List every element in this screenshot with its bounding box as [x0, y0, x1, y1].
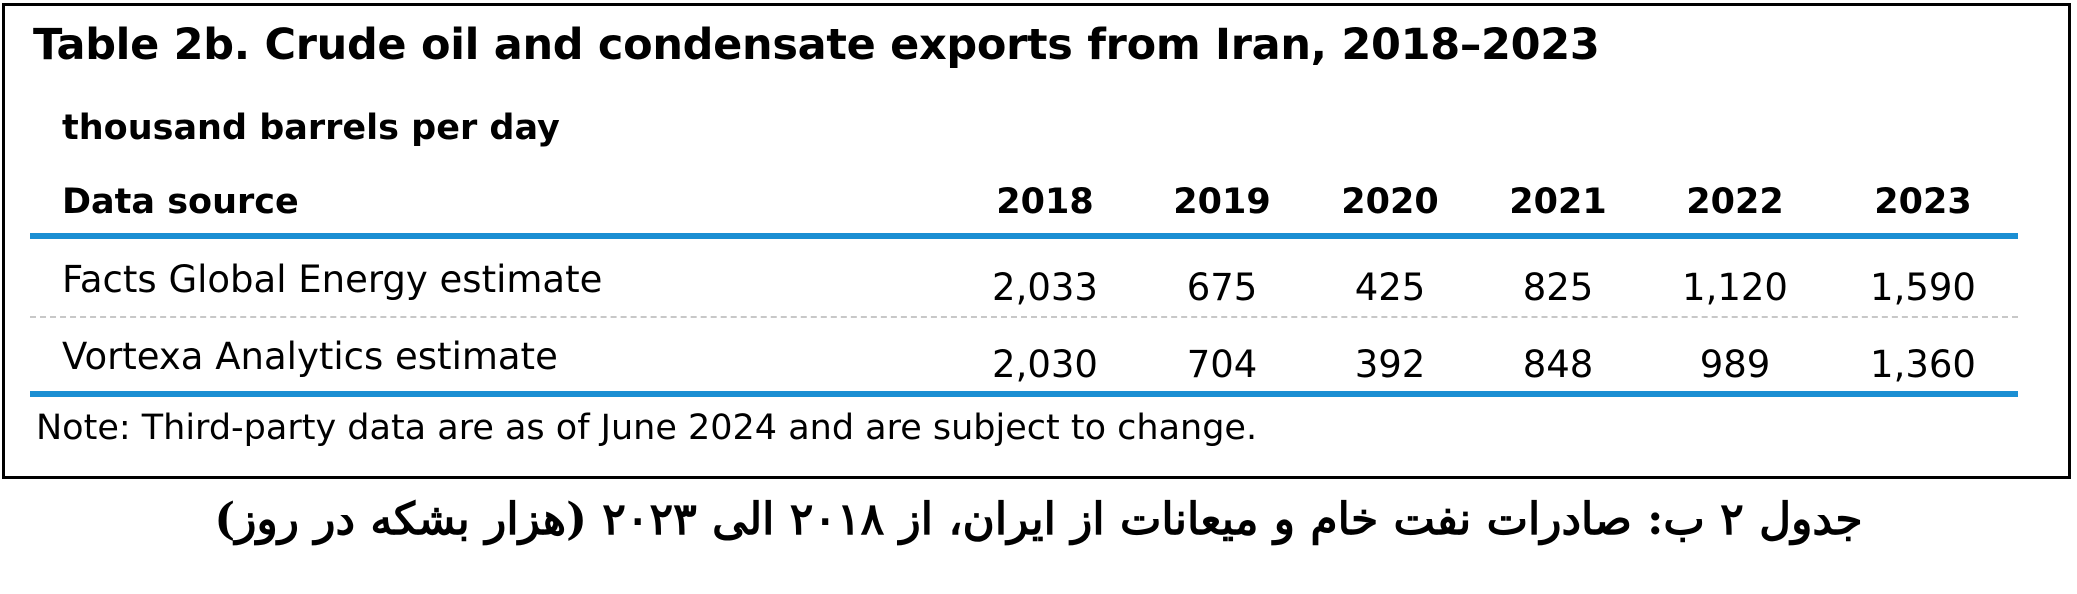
table-cell: 1,360 — [1870, 343, 1976, 386]
data-source-header: Data source — [62, 182, 299, 222]
table-frame — [2, 3, 2071, 479]
row-divider — [30, 316, 2018, 318]
year-header-2022: 2022 — [1686, 182, 1784, 222]
table-cell: 392 — [1354, 343, 1426, 386]
table-cell: 425 — [1354, 266, 1426, 309]
table-cell: 1,590 — [1870, 266, 1976, 309]
table-cell: 1,120 — [1682, 266, 1788, 309]
persian-caption: جدول ۲ ب: صادرات نفت خام و میعانات از ای… — [214, 494, 1863, 545]
table-cell: 2,033 — [992, 266, 1098, 309]
table-cell: 848 — [1522, 343, 1594, 386]
units-label: thousand barrels per day — [62, 108, 560, 148]
row-label-vortexa-analytics: Vortexa Analytics estimate — [62, 335, 558, 378]
year-header-2019: 2019 — [1173, 182, 1271, 222]
table-note: Note: Third-party data are as of June 20… — [36, 408, 1258, 448]
year-header-2018: 2018 — [996, 182, 1094, 222]
table-cell: 2,030 — [992, 343, 1098, 386]
table-cell: 704 — [1186, 343, 1258, 386]
table-cell: 675 — [1186, 266, 1258, 309]
table-cell: 825 — [1522, 266, 1594, 309]
row-label-facts-global-energy: Facts Global Energy estimate — [62, 258, 603, 301]
table-cell: 989 — [1699, 343, 1771, 386]
year-header-2021: 2021 — [1509, 182, 1607, 222]
table-title: Table 2b. Crude oil and condensate expor… — [33, 20, 1600, 70]
year-header-2020: 2020 — [1341, 182, 1439, 222]
year-header-2023: 2023 — [1874, 182, 1972, 222]
footer-rule — [30, 391, 2018, 397]
header-rule — [30, 233, 2018, 239]
